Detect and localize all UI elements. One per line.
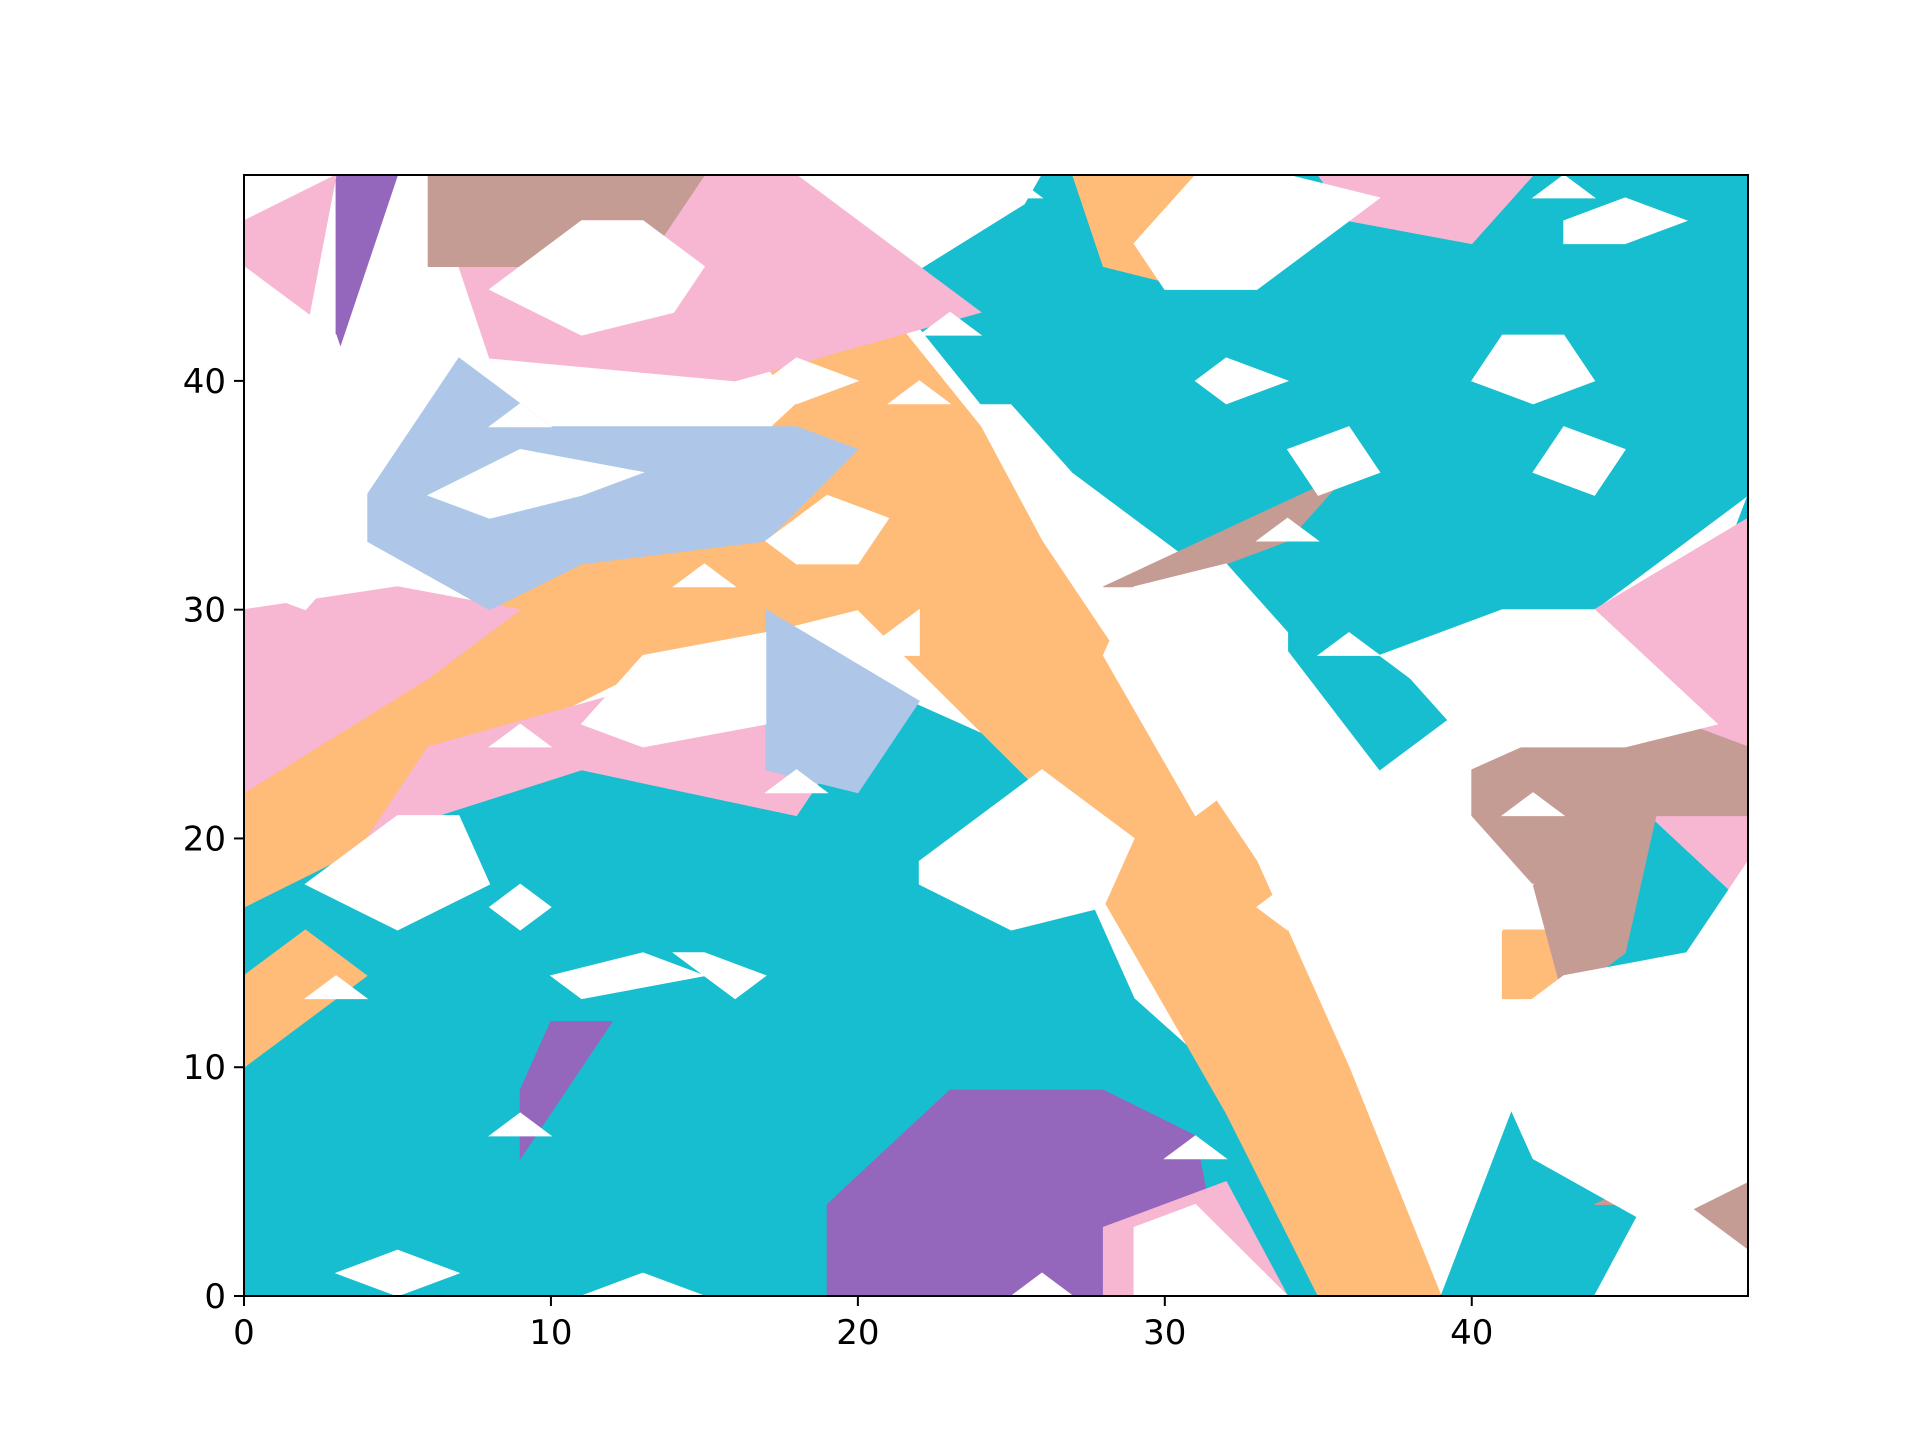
y-tick-label: 30 xyxy=(183,591,226,631)
x-tick-label: 0 xyxy=(233,1313,255,1353)
plot-area xyxy=(244,175,1748,1296)
x-tick-label: 20 xyxy=(836,1313,879,1353)
x-axis: 0 10 20 30 40 xyxy=(233,1296,1493,1353)
x-tick-label: 10 xyxy=(529,1313,572,1353)
y-tick-label: 40 xyxy=(183,362,226,402)
x-tick-label: 30 xyxy=(1143,1313,1186,1353)
x-tick-label: 40 xyxy=(1450,1313,1493,1353)
y-tick-label: 20 xyxy=(183,819,226,859)
y-tick-label: 10 xyxy=(183,1048,226,1088)
y-axis: 0 10 20 30 40 xyxy=(183,362,244,1317)
y-tick-label: 0 xyxy=(204,1277,226,1317)
